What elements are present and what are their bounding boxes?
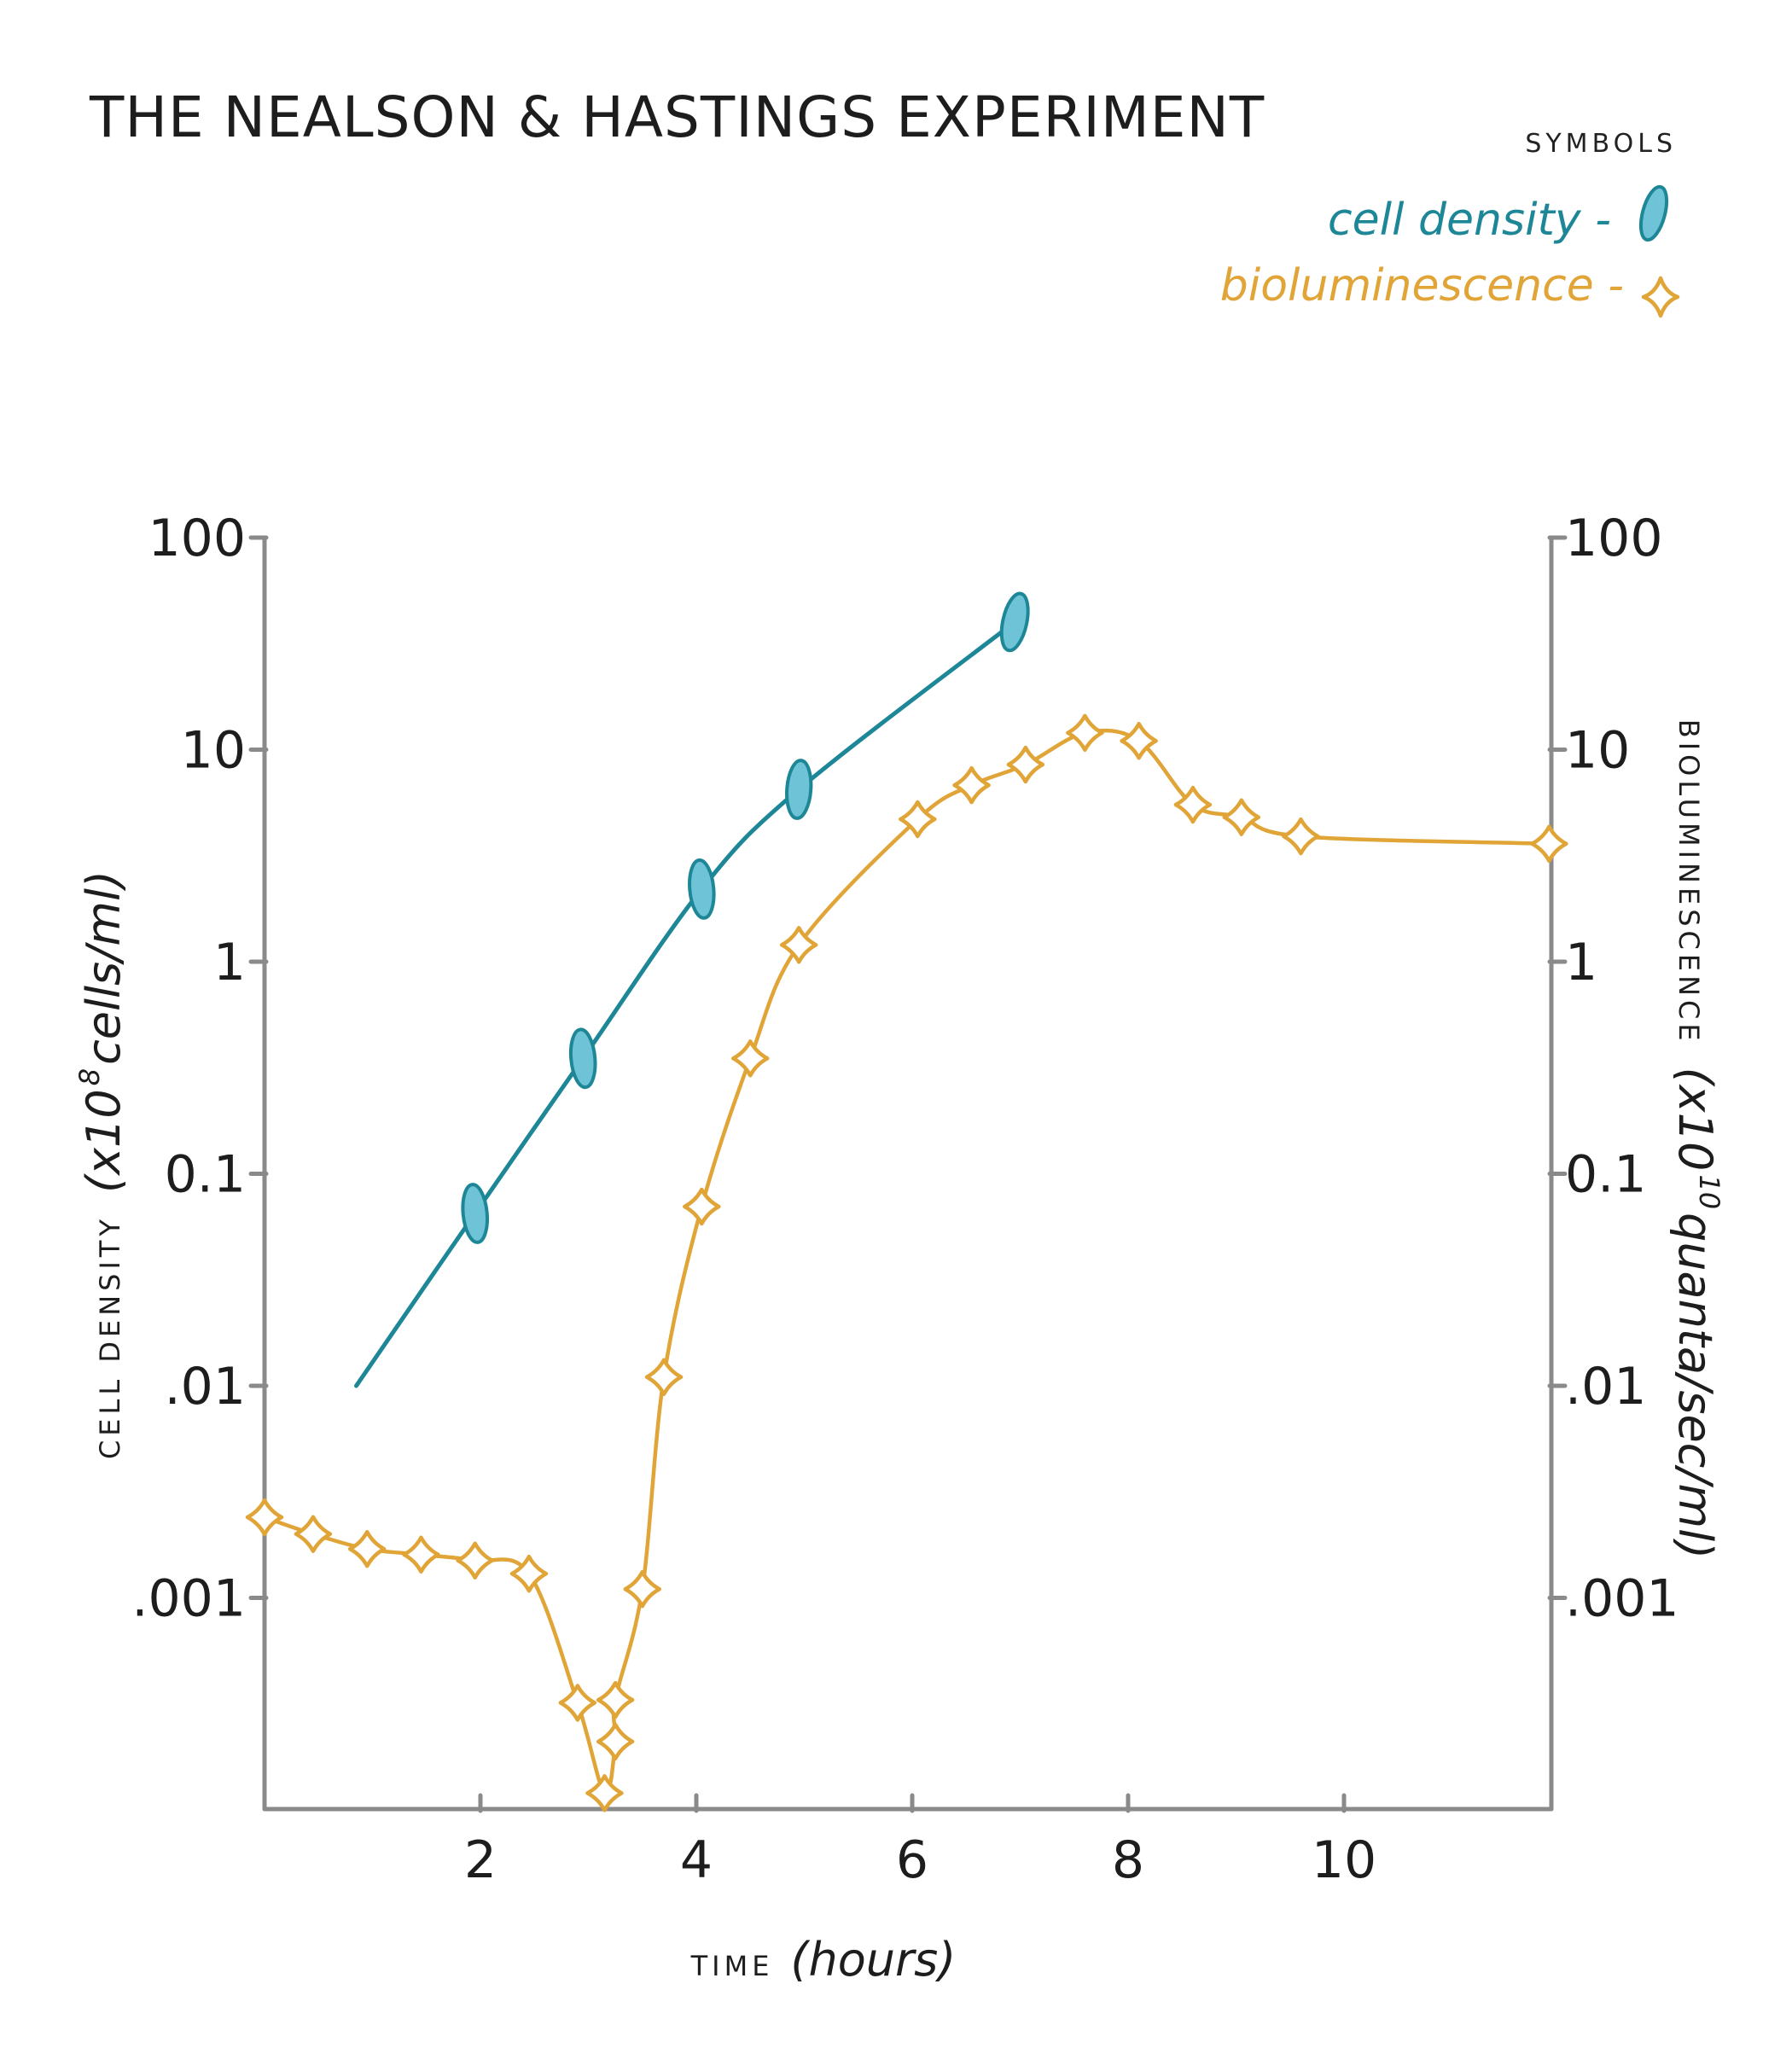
- x-axis-label-unit: (hours): [790, 1933, 956, 1987]
- bioluminescence-marker: [596, 1680, 635, 1719]
- bioluminescence-marker: [1282, 817, 1320, 856]
- series: [245, 591, 1568, 1812]
- right-y-tick-label: 100: [1565, 509, 1663, 568]
- cell-density-point: [785, 759, 813, 820]
- x-tick-label: 10: [1312, 1830, 1376, 1890]
- left-y-tick-label: 0.1: [165, 1145, 246, 1205]
- left-y-axis-label: CELL DENSITY (x10 8 cells/ml): [73, 870, 131, 1459]
- right-y-axis-label-exponent: 10: [1693, 1174, 1725, 1209]
- bioluminescence-marker: [509, 1554, 549, 1593]
- bioluminescence-marker: [456, 1541, 494, 1580]
- bioluminescence-marker: [585, 1774, 624, 1812]
- cell-density-line: [354, 620, 1017, 1388]
- bioluminescence-marker: [1530, 824, 1568, 864]
- cell-density-marker: [999, 591, 1030, 653]
- cell-density-marker: [688, 858, 716, 920]
- bioluminescence-marker: [899, 800, 937, 839]
- cell-density-point: [568, 1027, 597, 1090]
- bioluminescence-marker: [1173, 785, 1213, 824]
- left-y-axis-label-tail: cells/ml): [77, 870, 131, 1065]
- right-y-tick-label: 10: [1565, 721, 1630, 781]
- right-y-axis-label-tail: quanta/sec/ml): [1668, 1213, 1722, 1559]
- bioluminescence-marker: [623, 1569, 661, 1609]
- bioluminescence-marker: [644, 1358, 684, 1396]
- legend-heading: SYMBOLS: [1525, 129, 1677, 159]
- cell-density-marker: [461, 1183, 490, 1244]
- bioluminescence-marker: [952, 765, 991, 805]
- bioluminescence-marker: [779, 926, 818, 964]
- x-axis-label: TIME (hours): [690, 1933, 957, 1987]
- bioluminescence-marker: [1120, 721, 1158, 760]
- right-y-axis-label-caps: BIOLUMINESCENCE: [1673, 719, 1705, 1045]
- right-y-axis-label: BIOLUMINESCENCE (x10 10 quanta/sec/ml): [1668, 719, 1725, 1559]
- bioluminescence-marker: [596, 1722, 635, 1761]
- bioluminescence-marker: [731, 1039, 770, 1078]
- left-y-tick-label: 1: [213, 933, 246, 992]
- ticks: .001 .001 .01 .01 0.1 0.1 1 1 10 10 100 100 2 4 6 8 10: [131, 509, 1679, 1890]
- right-y-tick-label: 1: [1565, 933, 1597, 992]
- bioluminescence-marker: [1066, 713, 1104, 753]
- bioluminescence-marker: [347, 1529, 387, 1568]
- left-y-axis-label-caps: CELL DENSITY: [94, 1215, 126, 1459]
- legend-star-icon: [1641, 276, 1680, 318]
- svg-text:BIOLUMINESCENCE (x10: BIOLUMINESCENCE (x10 10 quanta/sec/ml): [1668, 719, 1725, 1559]
- svg-text:CELL DENSITY (x10: CELL DENSITY (x10 8 cells/ml): [73, 870, 131, 1459]
- right-y-tick-label: 0.1: [1565, 1145, 1646, 1205]
- right-y-tick-label: .01: [1565, 1357, 1646, 1417]
- cell-density-point: [999, 591, 1030, 653]
- legend-label-bioluminescence: bioluminescence -: [1220, 260, 1624, 311]
- chart-title: THE NEALSON & HASTINGS EXPERIMENT: [89, 84, 1265, 150]
- legend-label-cell-density: cell density -: [1328, 195, 1611, 246]
- cell-density-point: [461, 1183, 490, 1244]
- bioluminescence-marker: [683, 1187, 721, 1226]
- left-y-tick-label: .001: [131, 1569, 246, 1629]
- axes: [262, 535, 1554, 1812]
- left-y-tick-label: .01: [165, 1357, 246, 1417]
- left-y-axis-label-exponent: 8: [73, 1068, 106, 1085]
- x-axis-label-caps: TIME: [690, 1950, 774, 1982]
- x-tick-label: 2: [464, 1830, 497, 1890]
- bioluminescence-marker: [1006, 745, 1045, 784]
- right-y-axis-label-unit: (x10: [1668, 1068, 1722, 1172]
- left-y-tick-label: 100: [148, 509, 246, 568]
- left-y-axis-label-unit: (x10: [77, 1089, 131, 1193]
- bioluminescence-marker: [245, 1498, 284, 1537]
- bioluminescence-marker: [558, 1684, 597, 1722]
- cell-density-marker: [785, 759, 813, 820]
- bioluminescence-marker: [1222, 798, 1261, 836]
- x-tick-label: 8: [1112, 1830, 1144, 1890]
- x-tick-label: 4: [680, 1830, 713, 1890]
- cell-density-point: [688, 858, 716, 920]
- bioluminescence-line: [262, 728, 1551, 1796]
- legend-oval-icon: [1638, 184, 1669, 242]
- right-y-tick-label: .001: [1565, 1569, 1679, 1629]
- left-y-tick-label: 10: [181, 721, 246, 781]
- bioluminescence-marker: [294, 1515, 333, 1553]
- x-tick-label: 6: [896, 1830, 928, 1890]
- bioluminescence-marker: [402, 1535, 440, 1574]
- legend: SYMBOLS cell density - bioluminescence -: [1220, 129, 1680, 318]
- svg-text:TIME (hours): TIME (hours): [690, 1933, 957, 1987]
- cell-density-marker: [568, 1027, 597, 1090]
